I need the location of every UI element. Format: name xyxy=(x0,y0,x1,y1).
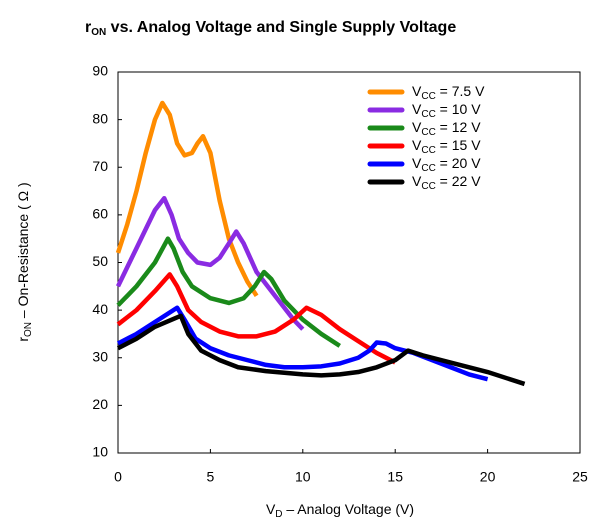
legend-label-part: V xyxy=(412,155,422,171)
chart-title: rON vs. Analog Voltage and Single Supply… xyxy=(85,19,456,37)
x-tick-label: 20 xyxy=(480,469,496,485)
x-axis-label: VD – Analog Voltage (V) xyxy=(266,501,414,520)
legend-label-sub: CC xyxy=(421,127,435,138)
y-tick-label: 60 xyxy=(92,206,108,222)
plot-frame xyxy=(117,71,581,454)
legend-label-part: V xyxy=(412,137,422,153)
legend-label-sub: CC xyxy=(421,145,435,156)
legend-label-part: V xyxy=(412,173,422,189)
legend-label-sub: CC xyxy=(421,109,435,120)
x-tick-label: 0 xyxy=(114,469,122,485)
y-tick-label: 40 xyxy=(92,301,108,317)
legend-label-part: V xyxy=(412,101,422,117)
legend-label: VCC = 22 V xyxy=(412,173,481,192)
y-tick-label: 10 xyxy=(92,444,108,460)
legend-label-part: = 12 V xyxy=(436,119,481,135)
legend-label-sub: CC xyxy=(421,181,435,192)
series-line xyxy=(116,236,341,348)
y-tick-label: 80 xyxy=(92,110,108,126)
legend-label: VCC = 15 V xyxy=(412,137,481,156)
legend-label-part: V xyxy=(412,83,422,99)
legend-label-part: = 20 V xyxy=(436,155,481,171)
legend-label: VCC = 7.5 V xyxy=(412,83,485,102)
x-tick-label: 15 xyxy=(387,469,403,485)
y-tick-label: 90 xyxy=(92,63,108,79)
y-axis-label: rON – On-Resistance ( Ω ) xyxy=(15,182,34,341)
legend-label-part: = 10 V xyxy=(436,101,481,117)
legend-label: VCC = 12 V xyxy=(412,119,481,138)
x-tick-label: 10 xyxy=(295,469,311,485)
legend-label: VCC = 20 V xyxy=(412,155,481,174)
legend-label-part: = 7.5 V xyxy=(436,83,485,99)
y-tick-label: 50 xyxy=(92,253,108,269)
legend-label-part: V xyxy=(412,119,422,135)
legend-label: VCC = 10 V xyxy=(412,101,481,120)
y-tick-label: 20 xyxy=(92,396,108,412)
y-tick-label: 70 xyxy=(92,158,108,174)
series-line xyxy=(116,313,526,387)
legend-label-part: = 15 V xyxy=(436,137,481,153)
series-line xyxy=(115,195,305,331)
x-tick-label: 25 xyxy=(572,469,588,485)
series-line xyxy=(116,272,397,365)
legend-label-part: = 22 V xyxy=(436,173,481,189)
series-line xyxy=(115,100,259,298)
legend-label-sub: CC xyxy=(421,163,435,174)
legend-label-sub: CC xyxy=(421,91,435,102)
y-tick-label: 30 xyxy=(92,348,108,364)
x-tick-label: 5 xyxy=(207,469,215,485)
